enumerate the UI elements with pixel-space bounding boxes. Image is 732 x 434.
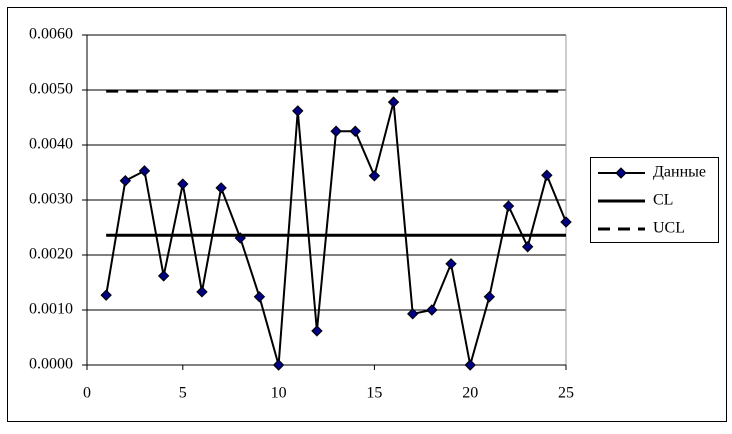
marker xyxy=(253,291,266,303)
marker xyxy=(541,169,553,181)
y-tick-label: 0.0020 xyxy=(29,246,73,263)
y-tick-label: 0.0030 xyxy=(29,191,73,208)
x-tick-label: 0 xyxy=(83,385,91,402)
marker xyxy=(483,291,496,303)
marker xyxy=(100,289,112,301)
marker xyxy=(119,175,132,187)
marker xyxy=(215,182,227,194)
x-tick-label: 10 xyxy=(271,385,287,402)
marker xyxy=(157,270,170,282)
marker xyxy=(196,286,208,298)
y-tick-label: 0.0060 xyxy=(29,26,73,43)
marker xyxy=(177,178,189,190)
x-tick-label: 20 xyxy=(462,385,478,402)
legend-label: CL xyxy=(653,192,673,209)
marker xyxy=(464,359,476,371)
marker xyxy=(272,359,285,371)
marker xyxy=(292,105,304,117)
marker xyxy=(521,241,534,253)
y-tick-label: 0.0010 xyxy=(29,301,73,318)
y-tick-label: 0.0050 xyxy=(29,81,73,98)
legend-marker xyxy=(615,167,627,179)
marker xyxy=(138,165,151,177)
marker xyxy=(560,216,572,228)
y-tick-label: 0.0000 xyxy=(29,356,73,373)
marker xyxy=(426,304,438,316)
legend-label: Данные xyxy=(653,164,706,181)
x-tick-label: 15 xyxy=(366,385,382,402)
legend-label: UCL xyxy=(653,220,685,237)
marker xyxy=(330,125,342,137)
marker xyxy=(445,258,457,270)
x-tick-label: 25 xyxy=(558,385,574,402)
marker xyxy=(311,325,323,337)
marker xyxy=(349,125,361,137)
marker xyxy=(368,170,381,182)
marker xyxy=(387,96,400,108)
marker xyxy=(502,200,515,212)
y-tick-label: 0.0040 xyxy=(29,136,73,153)
x-tick-label: 5 xyxy=(179,385,187,402)
marker xyxy=(407,308,419,320)
